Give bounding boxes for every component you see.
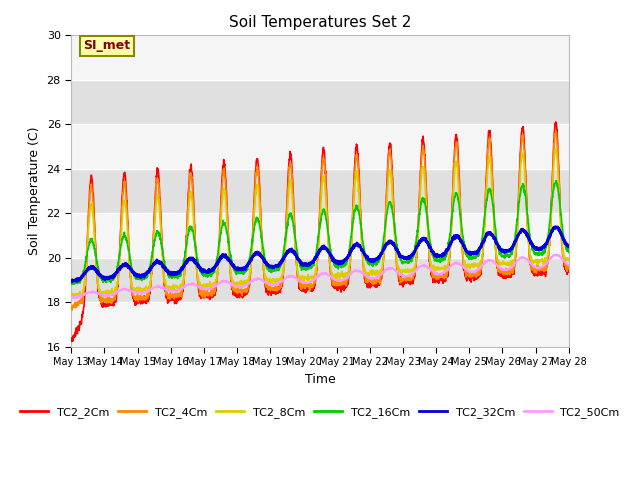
Bar — [71, 169, 569, 214]
Bar — [71, 214, 569, 258]
Bar — [71, 258, 569, 302]
Title: Soil Temperatures Set 2: Soil Temperatures Set 2 — [229, 15, 411, 30]
Bar — [71, 80, 569, 124]
Y-axis label: Soil Temperature (C): Soil Temperature (C) — [28, 127, 41, 255]
Text: SI_met: SI_met — [84, 39, 131, 52]
Bar — [71, 124, 569, 169]
Legend: TC2_2Cm, TC2_4Cm, TC2_8Cm, TC2_16Cm, TC2_32Cm, TC2_50Cm: TC2_2Cm, TC2_4Cm, TC2_8Cm, TC2_16Cm, TC2… — [16, 402, 624, 422]
Bar — [71, 36, 569, 80]
X-axis label: Time: Time — [305, 373, 335, 386]
Bar — [71, 302, 569, 347]
